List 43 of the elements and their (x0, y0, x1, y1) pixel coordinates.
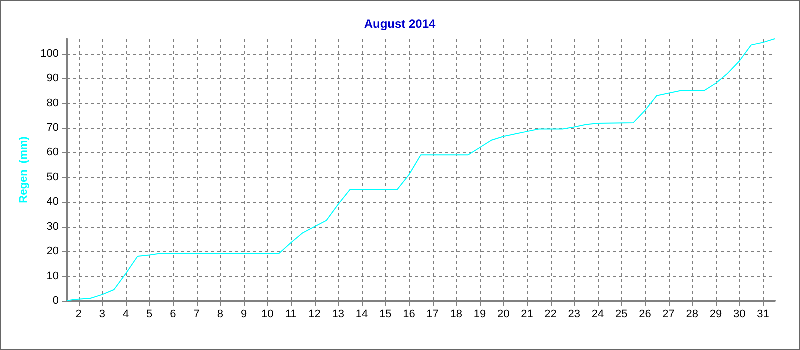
x-tick-label: 31 (757, 308, 770, 320)
x-tick-label: 21 (521, 308, 534, 320)
x-tick-label: 29 (710, 308, 722, 320)
y-tick-label: 60 (46, 146, 59, 159)
y-tick-label: 80 (46, 97, 59, 110)
x-tick-label: 16 (403, 308, 416, 320)
x-tick-label: 11 (285, 308, 297, 320)
x-tick-label: 12 (308, 308, 321, 320)
x-tick-label: 14 (356, 308, 368, 320)
x-tick-label: 25 (615, 308, 628, 320)
x-tick-label: 23 (568, 308, 581, 320)
y-tick-label: 90 (46, 72, 59, 85)
y-tick-label: 10 (46, 270, 59, 282)
x-tick-label: 5 (146, 308, 153, 320)
x-tick-label: 4 (122, 308, 130, 320)
chart-title: August 2014 (364, 17, 436, 31)
x-tick-label: 13 (332, 308, 345, 320)
y-axis-title: Regen (mm) (18, 136, 30, 204)
x-tick-label: 19 (474, 308, 486, 320)
x-tick-label: 27 (662, 308, 675, 320)
x-tick-label: 30 (733, 308, 746, 320)
x-tick-label: 2 (76, 308, 82, 320)
x-tick-label: 20 (497, 308, 510, 320)
x-tick-label: 17 (426, 308, 439, 320)
x-tick-label: 24 (592, 308, 604, 320)
x-tick-label: 18 (450, 308, 463, 320)
y-tick-label: 20 (46, 246, 59, 258)
x-tick-label: 10 (261, 308, 274, 320)
x-tick-label: 8 (217, 308, 224, 320)
x-tick-label: 9 (240, 308, 248, 320)
y-tick-label: 70 (46, 122, 59, 134)
x-tick-label: 15 (379, 308, 392, 320)
x-tick-label: 6 (170, 308, 176, 320)
x-tick-label: 7 (194, 308, 200, 320)
x-tick-label: 22 (544, 308, 557, 320)
y-tick-label: 40 (46, 196, 59, 208)
y-tick-label: 0 (52, 295, 59, 307)
x-tick-label: 3 (99, 308, 106, 320)
x-tick-label: 26 (639, 308, 652, 320)
x-tick-label: 28 (686, 308, 699, 320)
y-tick-label: 30 (46, 220, 59, 233)
y-tick-label: 100 (40, 48, 59, 60)
y-tick-label: 50 (46, 171, 59, 184)
